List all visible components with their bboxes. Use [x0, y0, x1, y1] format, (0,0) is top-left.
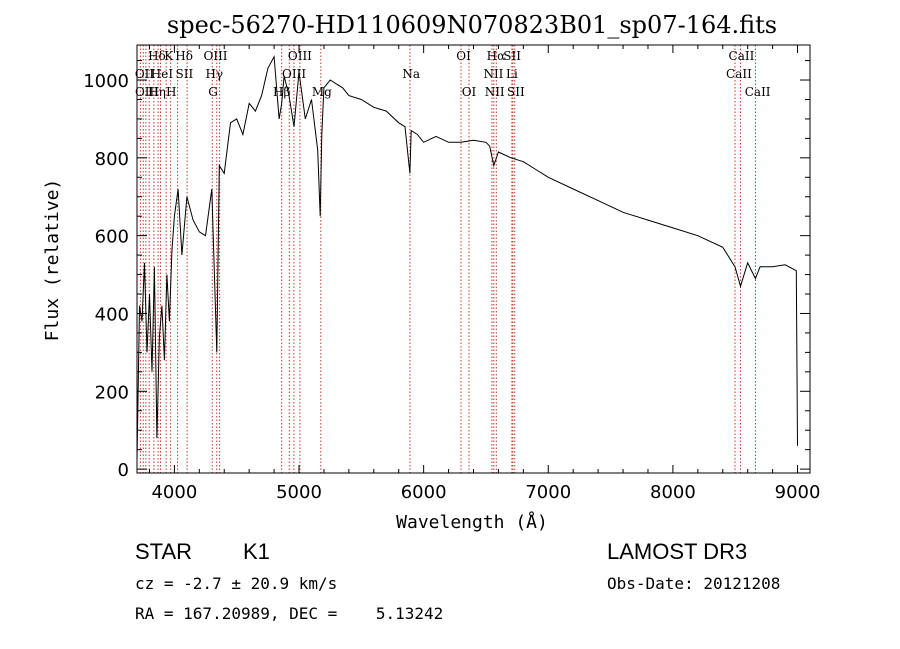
y-tick-label: 400 — [95, 304, 129, 325]
object-subclass: K1 — [243, 539, 270, 564]
axis-tick-labels: 4000 5000 6000 7000 8000 9000 0 200 400 600 800 100… — [83, 71, 820, 503]
x-axis-label: Wavelength (Å) — [396, 511, 548, 533]
chart-title: spec-56270-HD110609N070823B01_sp07-164.f… — [167, 11, 777, 39]
line-label: CaII — [729, 49, 755, 63]
line-label: HeI — [151, 67, 174, 81]
line-label: SII — [503, 49, 521, 63]
line-label: Hγ — [205, 67, 223, 81]
y-tick-label: 800 — [95, 149, 129, 170]
line-label: Mg — [312, 85, 332, 99]
plot-frame — [136, 44, 811, 474]
spectrum-line — [136, 54, 798, 462]
line-label: Li — [506, 67, 518, 81]
x-tick-label: 9000 — [775, 482, 821, 503]
line-label: OIII — [288, 49, 312, 63]
line-label: Na — [402, 67, 420, 81]
line-label: NII — [485, 85, 505, 99]
x-tick-label: 7000 — [525, 482, 571, 503]
spectral-line-markers — [139, 45, 756, 473]
line-label: OIII — [135, 85, 159, 99]
line-label: G — [208, 85, 218, 99]
x-tick-label: 5000 — [276, 482, 322, 503]
line-label: NII — [483, 67, 503, 81]
line-label: CaII — [745, 85, 771, 99]
x-tick-label: 6000 — [401, 482, 447, 503]
line-label: Hη — [148, 85, 166, 99]
redshift-cz: cz = -2.7 ± 20.9 km/s — [135, 574, 338, 593]
line-label: SII — [507, 85, 525, 99]
x-tick-label: 4000 — [151, 482, 197, 503]
line-label: CaII — [726, 67, 752, 81]
line-label: H — [166, 85, 176, 99]
line-label: OIII — [282, 67, 306, 81]
y-tick-label: 1000 — [83, 71, 129, 92]
survey-name: LAMOST DR3 — [607, 539, 748, 564]
line-label: OII — [135, 67, 155, 81]
line-label: K — [164, 49, 174, 63]
line-label: Hα — [487, 49, 506, 63]
observation-date: Obs-Date: 20121208 — [607, 574, 781, 593]
x-tick-label: 8000 — [650, 482, 696, 503]
line-label: Hδ — [175, 49, 193, 63]
axis-ticks — [137, 45, 810, 473]
line-label: Hδ — [148, 49, 166, 63]
y-axis-label: Flux (relative) — [42, 179, 63, 342]
line-label: OI — [462, 85, 477, 99]
line-label: OIII — [203, 49, 227, 63]
y-tick-label: 200 — [95, 382, 129, 403]
line-label: OI — [456, 49, 471, 63]
y-tick-label: 600 — [95, 227, 129, 248]
line-label: SII — [176, 67, 194, 81]
object-type: STAR — [135, 539, 193, 564]
line-label: Hβ — [273, 85, 290, 99]
y-tick-label: 0 — [118, 460, 129, 481]
ra-dec-coordinates: RA = 167.20989, DEC = 5.13242 — [135, 604, 444, 623]
